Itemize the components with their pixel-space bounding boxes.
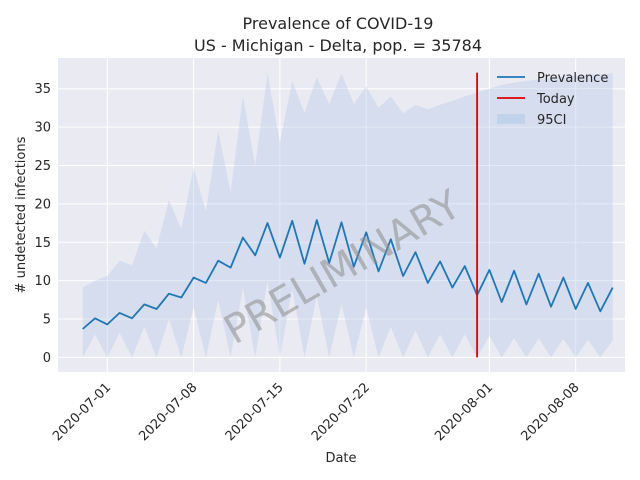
- x-tick-label: 2020-07-08: [136, 380, 200, 444]
- ci-band-layer: [82, 73, 613, 358]
- chart-subtitle: US - Michigan - Delta, pop. = 35784: [194, 36, 482, 55]
- y-tick-labels: 0 5 10 15 20 25 30 35: [34, 82, 51, 366]
- x-tick-label: 2020-07-22: [309, 380, 373, 444]
- x-tick-label: 2020-08-01: [432, 380, 496, 444]
- y-tick-label: 20: [34, 197, 51, 212]
- plot-area: [58, 58, 625, 372]
- y-axis-label: # undetected infections: [14, 136, 29, 293]
- grid: [58, 58, 625, 372]
- legend-label: 95CI: [537, 113, 566, 128]
- ci-band: [82, 73, 613, 358]
- x-tick-label: 2020-07-15: [223, 380, 287, 444]
- x-tick-label: 2020-08-08: [518, 380, 582, 444]
- legend: Prevalence Today 95CI: [497, 71, 608, 128]
- x-axis-label: Date: [325, 451, 356, 466]
- y-tick-label: 10: [34, 274, 51, 289]
- legend-label: Today: [536, 92, 575, 107]
- x-tick-labels: 2020-07-01 2020-07-08 2020-07-15 2020-07-22…: [50, 380, 582, 444]
- prevalence-line: [82, 219, 614, 330]
- y-tick-label: 0: [43, 351, 51, 366]
- y-tick-label: 35: [34, 82, 51, 97]
- y-tick-label: 25: [34, 159, 51, 174]
- y-tick-label: 5: [43, 313, 51, 328]
- prevalence-layer: [82, 219, 614, 330]
- legend-swatch: [497, 114, 525, 124]
- chart-title: Prevalence of COVID-19: [243, 14, 434, 33]
- legend-label: Prevalence: [537, 71, 608, 86]
- y-tick-label: 15: [34, 236, 51, 251]
- y-tick-label: 30: [34, 121, 51, 136]
- x-tick-label: 2020-07-01: [50, 380, 114, 444]
